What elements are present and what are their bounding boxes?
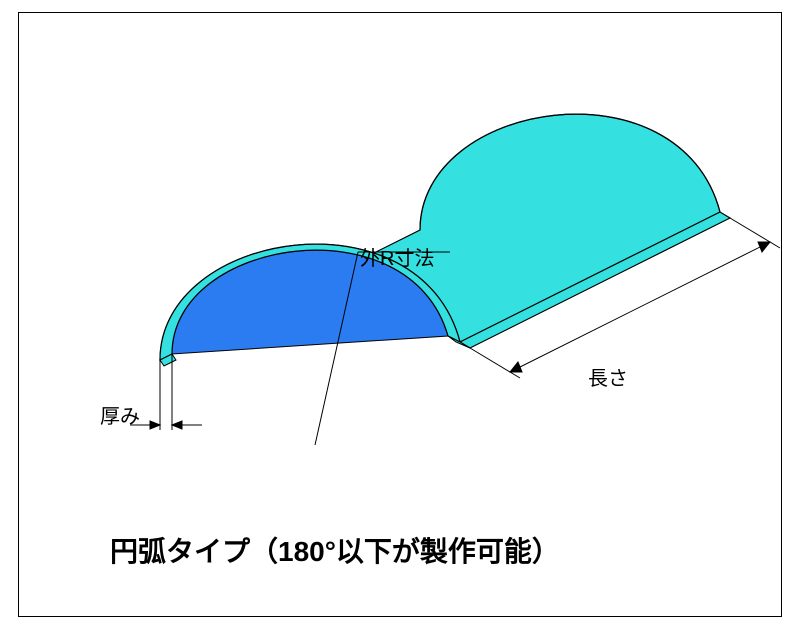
label-length: 長さ xyxy=(588,362,628,391)
label-outer-r: 外R寸法 xyxy=(360,242,434,271)
label-thickness: 厚み xyxy=(100,400,140,429)
diagram-caption: 円弧タイプ（180°以下が製作可能） xyxy=(110,530,560,570)
